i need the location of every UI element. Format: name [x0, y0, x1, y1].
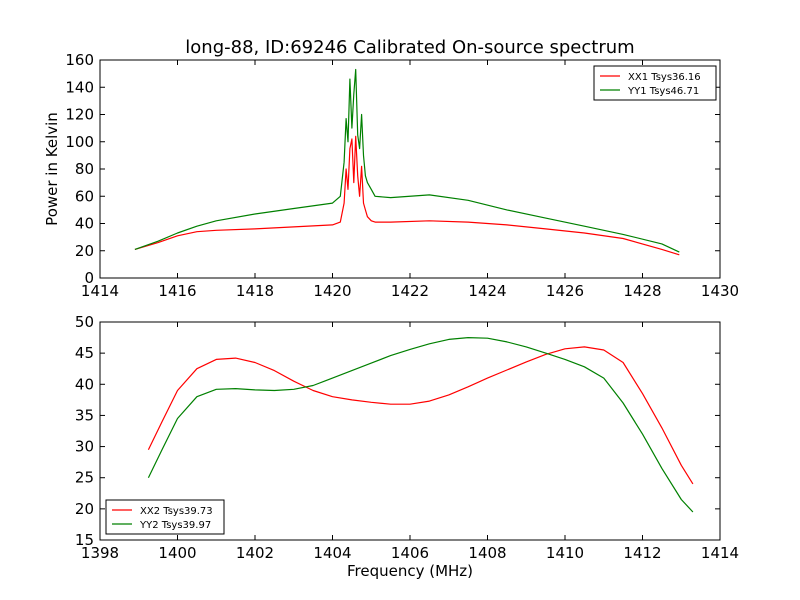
x-tick-label: 1410 — [546, 544, 584, 562]
x-tick-label: 1428 — [623, 282, 661, 300]
chart-panel-2: 1398 1400 1402 1404 1406 1408 1410 1412 1414 15 20… — [75, 313, 739, 580]
y-tick-label: 120 — [65, 106, 94, 124]
x-tick-label: 1398 — [81, 544, 119, 562]
series-line-2 — [134, 68, 680, 253]
y-tick-label: 15 — [75, 531, 94, 549]
x-tick-label: 1406 — [391, 544, 429, 562]
x-tick-label: 1404 — [313, 544, 351, 562]
chart-panel-1: 1414 1416 1418 1420 1422 1424 1426 1428 1430 0 20 4… — [43, 51, 739, 300]
y-tick-label: 50 — [75, 313, 94, 331]
legend-label: YY2 Tsys39.97 — [139, 520, 211, 531]
x-tick-label: 1412 — [623, 544, 661, 562]
y-tick-label: 35 — [75, 406, 94, 424]
plot-title: long-88, ID:69246 Calibrated On-source s… — [185, 37, 634, 58]
x-tick-label: 1414 — [81, 282, 119, 300]
series-line-1 — [134, 135, 680, 256]
x-tick-label: 1420 — [313, 282, 351, 300]
y-tick-label: 40 — [75, 215, 94, 233]
y-tick-label: 0 — [84, 269, 94, 287]
y-tick-label: 100 — [65, 133, 94, 151]
x-tick-label: 1430 — [701, 282, 739, 300]
y-tick-label: 20 — [75, 242, 94, 260]
legend: XX2 Tsys39.73 YY2 Tsys39.97 — [105, 499, 225, 535]
series-line-2 — [147, 337, 694, 513]
y-tick-label: 60 — [75, 187, 94, 205]
legend-label: YY1 Tsys46.71 — [627, 86, 699, 97]
legend: XX1 Tsys36.16 YY1 Tsys46.71 — [593, 65, 717, 101]
series-line-1 — [147, 346, 694, 485]
legend-box — [105, 499, 225, 535]
x-tick-label: 1416 — [158, 282, 196, 300]
x-tick-label: 1408 — [468, 544, 506, 562]
x-tick-label: 1402 — [236, 544, 274, 562]
y-tick-label: 140 — [65, 78, 94, 96]
y-tick-label: 25 — [75, 469, 94, 487]
legend-label: XX1 Tsys36.16 — [628, 72, 701, 83]
x-axis-label: Frequency (MHz) — [347, 562, 473, 580]
y-tick-label: 40 — [75, 375, 94, 393]
x-tick-label: 1426 — [546, 282, 584, 300]
y-tick-label: 45 — [75, 344, 94, 362]
x-tick-label: 1400 — [158, 544, 196, 562]
y-tick-label: 160 — [65, 51, 94, 69]
y-tick-label: 20 — [75, 500, 94, 518]
x-tick-label: 1424 — [468, 282, 506, 300]
x-tick-label: 1414 — [701, 544, 739, 562]
y-tick-label: 30 — [75, 438, 94, 456]
y-axis-label: Power in Kelvin — [43, 112, 61, 226]
legend-box — [593, 65, 717, 101]
x-tick-label: 1422 — [391, 282, 429, 300]
legend-label: XX2 Tsys39.73 — [140, 506, 213, 517]
x-tick-label: 1418 — [236, 282, 274, 300]
chart-panels: 1414 1416 1418 1420 1422 1424 1426 1428 1430 0 20 4… — [43, 51, 739, 580]
y-tick-label: 80 — [75, 160, 94, 178]
